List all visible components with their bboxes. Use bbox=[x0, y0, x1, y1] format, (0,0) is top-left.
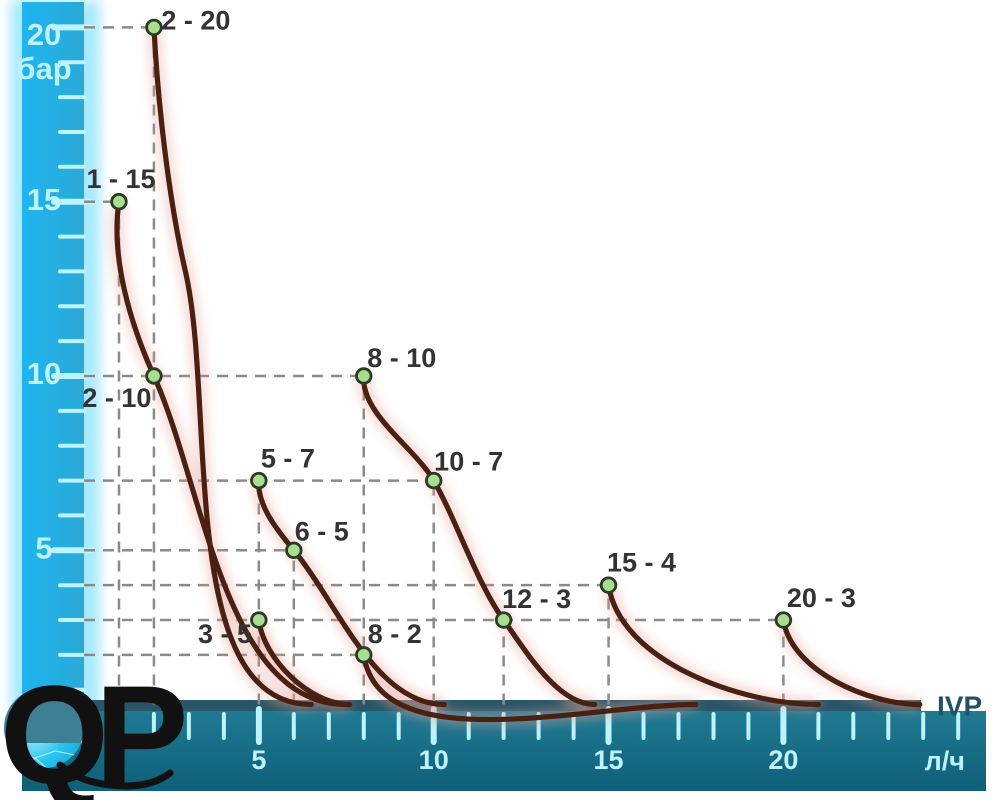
svg-text:5: 5 bbox=[35, 530, 52, 565]
svg-text:3 - 5: 3 - 5 bbox=[198, 619, 252, 649]
svg-text:8 - 2: 8 - 2 bbox=[368, 619, 422, 649]
svg-text:15: 15 bbox=[27, 182, 61, 217]
svg-text:1 - 15: 1 - 15 bbox=[86, 164, 155, 194]
svg-text:10: 10 bbox=[27, 356, 61, 391]
svg-text:20: 20 bbox=[27, 17, 61, 52]
svg-text:бар: бар bbox=[16, 51, 71, 86]
svg-text:15: 15 bbox=[594, 745, 624, 775]
svg-text:5: 5 bbox=[251, 745, 266, 775]
svg-text:20 - 3: 20 - 3 bbox=[787, 583, 856, 613]
svg-text:15 - 4: 15 - 4 bbox=[607, 547, 676, 577]
svg-text:P: P bbox=[95, 656, 188, 800]
svg-text:12 - 3: 12 - 3 bbox=[502, 584, 571, 614]
svg-text:8 - 10: 8 - 10 bbox=[367, 343, 436, 373]
svg-text:л/ч: л/ч bbox=[925, 746, 965, 776]
svg-text:IVP: IVP bbox=[937, 690, 982, 721]
svg-text:2 - 10: 2 - 10 bbox=[82, 383, 151, 413]
svg-text:6 - 5: 6 - 5 bbox=[295, 516, 349, 546]
svg-text:5 - 7: 5 - 7 bbox=[261, 444, 315, 474]
svg-text:20: 20 bbox=[768, 745, 798, 775]
svg-text:10: 10 bbox=[419, 745, 449, 775]
svg-text:2 - 20: 2 - 20 bbox=[161, 6, 230, 36]
svg-text:10 - 7: 10 - 7 bbox=[434, 447, 503, 477]
